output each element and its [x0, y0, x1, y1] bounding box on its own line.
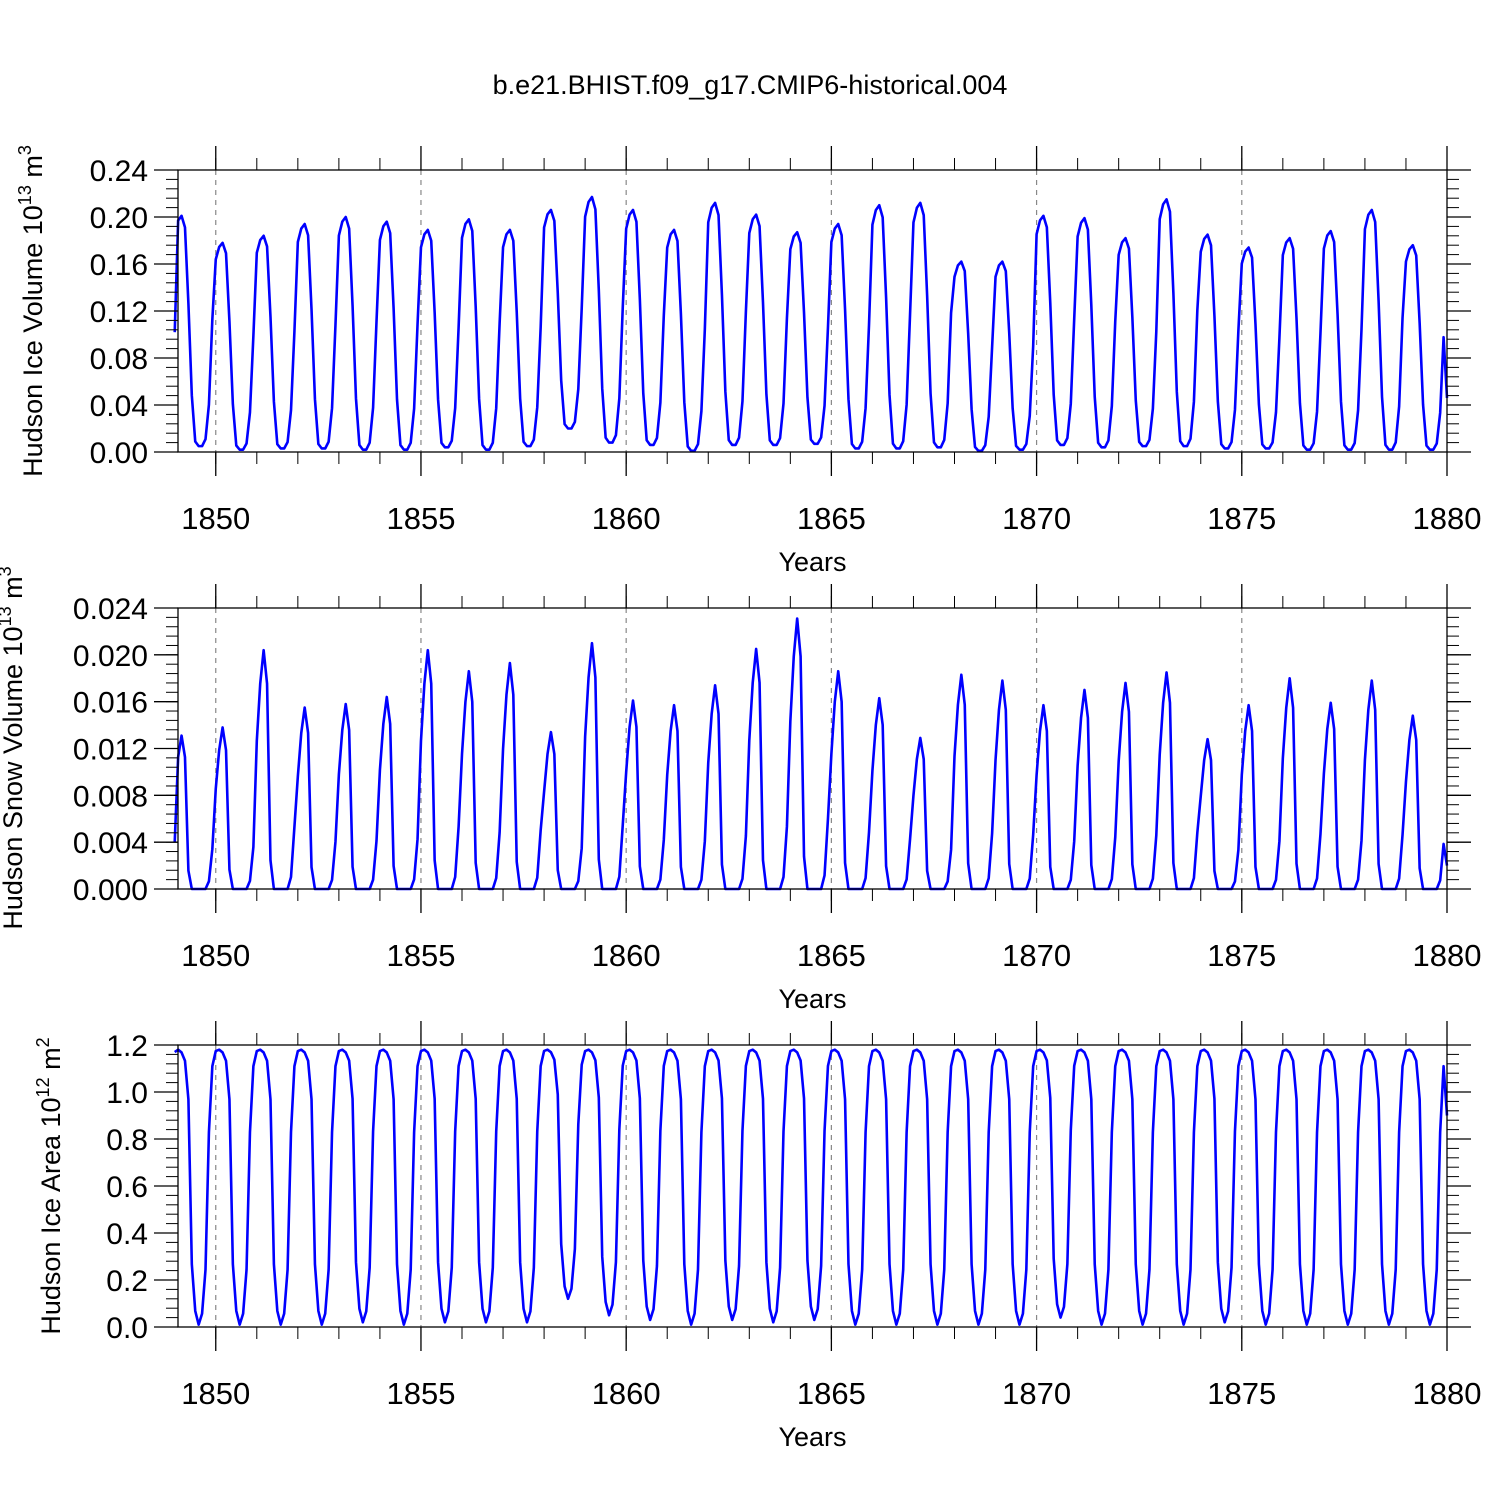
x-axis-label: Years	[778, 984, 846, 1014]
series-line	[173, 195, 1449, 453]
y-axis-label: Hudson Ice Volume 1013 m3	[15, 145, 48, 477]
y-tick-label: 0.04	[90, 390, 148, 423]
chart-panel-2: 0.000 0.004 0.008 0.012 0.016 0.020 0.024 1850 1…	[0, 566, 1481, 1014]
plot-frame	[177, 169, 1448, 453]
x-tick-label: 1870	[1002, 501, 1071, 536]
y-tick-label: 0.16	[90, 249, 148, 282]
y-tick-label: 0.008	[73, 780, 148, 813]
chart-panel-1: 0.00 0.04 0.08 0.12 0.16 0.20 0.24 1850 1855 1860…	[15, 145, 1481, 577]
y-tick-label: 0.000	[73, 874, 148, 907]
x-tick-label: 1855	[386, 938, 455, 973]
y-tick-label: 0.0	[106, 1312, 148, 1345]
x-tick-label: 1850	[181, 501, 250, 536]
chart-panel-3: 0.0 0.2 0.4 0.6 0.8 1.0 1.2 1850 1855 1860 1865 187…	[33, 1021, 1481, 1452]
x-tick-label: 1875	[1207, 501, 1276, 536]
y-tick-label: 0.08	[90, 343, 148, 376]
y-tick-label: 0.20	[90, 202, 148, 235]
x-tick-label: 1870	[1002, 1376, 1071, 1411]
x-tick-label: 1850	[181, 938, 250, 973]
y-tick-label: 0.004	[73, 827, 148, 860]
x-tick-label: 1880	[1413, 938, 1482, 973]
y-tick-label: 0.6	[106, 1171, 148, 1204]
x-tick-label: 1875	[1207, 938, 1276, 973]
y-tick-label: 0.2	[106, 1265, 148, 1298]
y-tick-label: 1.0	[106, 1077, 148, 1110]
y-tick-label: 0.012	[73, 734, 148, 767]
series-line	[173, 1048, 1449, 1326]
y-tick-label: 0.024	[73, 593, 148, 626]
x-tick-label: 1875	[1207, 1376, 1276, 1411]
y-tick-label: 0.4	[106, 1218, 148, 1251]
y-axis-label: Hudson Ice Area 1012 m2	[33, 1037, 66, 1334]
y-tick-label: 0.016	[73, 687, 148, 720]
x-tick-label: 1860	[592, 938, 661, 973]
y-tick-label: 0.24	[90, 155, 148, 188]
x-tick-label: 1855	[386, 501, 455, 536]
series-line	[173, 617, 1449, 891]
plot-frame	[177, 607, 1448, 890]
x-tick-label: 1880	[1413, 501, 1482, 536]
y-tick-label: 0.020	[73, 640, 148, 673]
y-tick-label: 0.8	[106, 1124, 148, 1157]
x-tick-label: 1850	[181, 1376, 250, 1411]
page-title: b.e21.BHIST.f09_g17.CMIP6-historical.004	[492, 70, 1008, 100]
x-axis-label: Years	[778, 547, 846, 577]
y-tick-label: 0.12	[90, 296, 148, 329]
y-tick-label: 0.00	[90, 437, 148, 470]
x-tick-label: 1865	[797, 501, 866, 536]
x-tick-label: 1860	[592, 1376, 661, 1411]
y-axis-label: Hudson Snow Volume 1013 m3	[0, 566, 28, 929]
x-tick-label: 1860	[592, 501, 661, 536]
x-tick-label: 1865	[797, 938, 866, 973]
x-tick-label: 1855	[386, 1376, 455, 1411]
x-tick-label: 1870	[1002, 938, 1071, 973]
x-tick-label: 1865	[797, 1376, 866, 1411]
x-axis-label: Years	[778, 1422, 846, 1452]
y-tick-label: 1.2	[106, 1030, 148, 1063]
x-tick-label: 1880	[1413, 1376, 1482, 1411]
